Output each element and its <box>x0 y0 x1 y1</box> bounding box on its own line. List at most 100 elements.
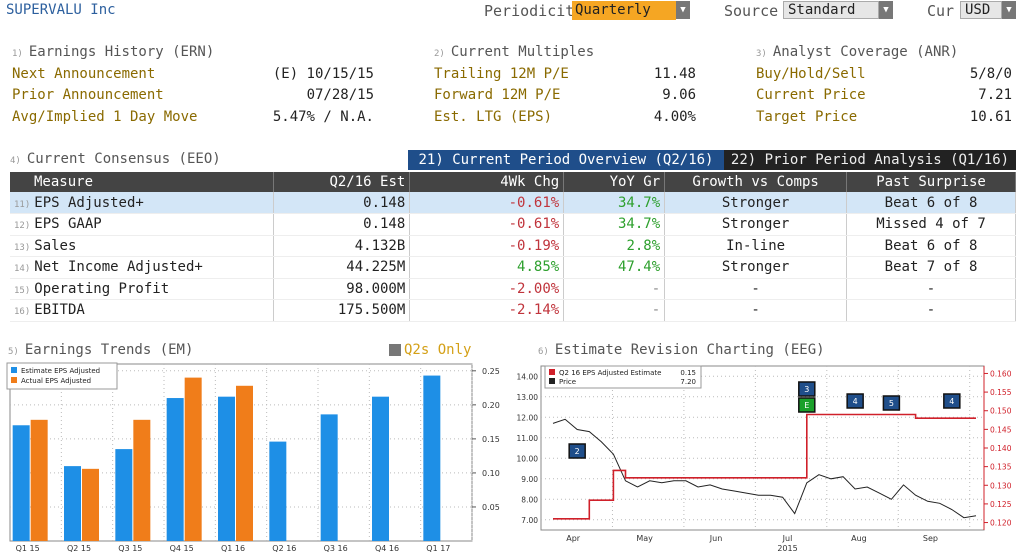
y-right-tick-label: 0.140 <box>990 444 1012 453</box>
cell-growth: Stronger <box>664 256 848 279</box>
target-price-label: Target Price <box>756 109 858 125</box>
legend-label: Actual EPS Adjusted <box>21 377 91 385</box>
forward-pe-label: Forward 12M P/E <box>434 87 561 103</box>
cell-chg: -2.00% <box>409 278 565 300</box>
currency-select[interactable]: USD ▼ <box>960 1 1016 19</box>
bar-actual <box>133 419 151 541</box>
cell-surprise: - <box>846 299 1016 322</box>
cell-chg: 4.85% <box>409 256 565 279</box>
chevron-down-icon[interactable]: ▼ <box>676 1 690 19</box>
tab-prior-period[interactable]: 22) Prior Period Analysis (Q1/16) <box>724 150 1016 170</box>
analyst-coverage-title[interactable]: 3) Analyst Coverage (ANR) <box>756 44 959 60</box>
buy-hold-sell-value: 5/8/0 <box>969 66 1012 82</box>
checkbox-icon[interactable] <box>389 344 401 356</box>
table-row[interactable]: 12) EPS GAAP 0.148 -0.61% 34.7% Stronger Misse… <box>10 213 1016 236</box>
cell-growth: Stronger <box>664 192 848 214</box>
bar-actual <box>236 385 253 541</box>
legend-value: 0.15 <box>680 369 696 377</box>
col-chg[interactable]: 4Wk Chg <box>409 172 565 192</box>
cell-measure: 12) EPS GAAP <box>10 213 275 236</box>
y-left-tick-label: 8.00 <box>521 495 538 504</box>
q2s-only-toggle[interactable]: Q2s Only <box>389 342 471 358</box>
col-growth[interactable]: Growth vs Comps <box>664 172 848 192</box>
cell-est: 4.132B <box>273 235 411 257</box>
revision-title[interactable]: 6) Estimate Revision Charting (EEG) <box>538 342 825 358</box>
current-multiples-title[interactable]: 2) Current Multiples <box>434 44 595 60</box>
bar-estimate <box>372 396 389 541</box>
bar-estimate <box>64 466 81 541</box>
revision-marker <box>798 381 816 397</box>
y-right-tick-label: 0.120 <box>990 519 1012 528</box>
x-tick-label: Q2 16 <box>272 544 296 553</box>
col-measure[interactable]: Measure <box>10 172 275 192</box>
cell-surprise: Beat 6 of 8 <box>846 235 1016 257</box>
bar-estimate <box>269 441 287 541</box>
col-est[interactable]: Q2/16 Est <box>273 172 411 192</box>
table-row[interactable]: 15) Operating Profit 98.000M -2.00% - - - <box>10 278 1016 300</box>
x-tick-label: Apr <box>566 534 581 543</box>
current-price-label: Current Price <box>756 87 866 103</box>
bar-actual <box>82 468 99 541</box>
y-left-tick-label: 11.00 <box>517 434 539 443</box>
est-ltg-label: Est. LTG (EPS) <box>434 109 553 125</box>
x-tick-label: Aug <box>851 534 867 543</box>
cell-growth: Stronger <box>664 213 848 236</box>
x-tick-label: May <box>636 534 653 543</box>
chevron-down-icon[interactable]: ▼ <box>1002 1 1016 19</box>
bar-estimate <box>320 414 338 541</box>
series-estimate <box>553 413 976 520</box>
target-price-value: 10.61 <box>969 109 1012 125</box>
table-row[interactable]: 11) EPS Adjusted+ 0.148 -0.61% 34.7% Stronger… <box>10 192 1016 214</box>
estimate-revision-chart: 7.00 8.00 9.00 10.00 11.00 12.00 13.00 14.00 0.1… <box>517 365 1012 553</box>
legend-label: Estimate EPS Adjusted <box>21 367 100 375</box>
est-ltg-value: 4.00% <box>653 109 696 125</box>
cell-measure: 16) EBITDA <box>10 299 275 322</box>
bar-estimate <box>166 398 184 541</box>
cell-yoy: 34.7% <box>563 213 666 236</box>
source-select[interactable]: Standard ▼ <box>783 1 893 19</box>
y-left-tick-label: 14.00 <box>517 372 539 381</box>
cell-chg: -0.19% <box>409 235 565 257</box>
col-surprise[interactable]: Past Surprise <box>846 172 1016 192</box>
legend-label: Price <box>559 378 576 386</box>
table-row[interactable]: 13) Sales 4.132B -0.19% 2.8% In-line Beat 6 of… <box>10 235 1016 257</box>
trailing-pe-value: 11.48 <box>653 66 696 82</box>
cell-yoy: 34.7% <box>563 192 666 214</box>
table-header: Measure Q2/16 Est 4Wk Chg YoY Gr Growth … <box>10 172 1016 192</box>
prior-announcement-label: Prior Announcement <box>12 87 164 103</box>
table-row[interactable]: 16) EBITDA 175.500M -2.14% - - - <box>10 299 1016 322</box>
earnings-trends-title[interactable]: 5) Earnings Trends (EM) <box>8 342 194 358</box>
cell-growth: - <box>664 299 848 322</box>
legend-label: Q2 16 EPS Adjusted Estimate <box>559 369 661 377</box>
chevron-down-icon[interactable]: ▼ <box>879 1 893 19</box>
col-yoy[interactable]: YoY Gr <box>563 172 666 192</box>
current-price-value: 7.21 <box>978 87 1012 103</box>
table-row[interactable]: 14) Net Income Adjusted+ 44.225M 4.85% 47.4%… <box>10 256 1016 279</box>
revision-marker-label: 2 <box>575 447 580 456</box>
cell-growth: In-line <box>664 235 848 257</box>
earnings-history-title[interactable]: 1) Earnings History (ERN) <box>12 44 215 60</box>
x-tick-label: Q4 16 <box>375 544 399 553</box>
x-tick-label: Jul <box>782 534 793 543</box>
bar-actual <box>30 419 48 541</box>
y-tick-label: 0.10 <box>482 469 500 478</box>
y-right-tick-label: 0.150 <box>990 407 1012 416</box>
consensus-table: Measure Q2/16 Est 4Wk Chg YoY Gr Growth … <box>10 172 1016 322</box>
legend-value: 7.20 <box>680 378 696 386</box>
y-right-tick-label: 0.130 <box>990 481 1012 490</box>
plot-area <box>540 365 985 531</box>
cell-growth: - <box>664 278 848 300</box>
tab-current-period[interactable]: 21) Current Period Overview (Q2/16) <box>408 150 724 170</box>
cell-measure: 11) EPS Adjusted+ <box>10 192 275 214</box>
company-name: SUPERVALU Inc <box>6 2 116 18</box>
periodicity-select[interactable]: Quarterly ▼ <box>572 1 690 20</box>
consensus-title[interactable]: 4) Current Consensus (EEO) <box>10 151 221 167</box>
legend-swatch <box>549 378 555 384</box>
revision-marker <box>798 397 816 413</box>
periodicity-label: Periodicity <box>484 2 584 20</box>
x-tick-label: Q1 15 <box>16 544 40 553</box>
legend <box>544 365 702 389</box>
trailing-pe-label: Trailing 12M P/E <box>434 66 569 82</box>
prior-announcement-value: 07/28/15 <box>306 87 374 103</box>
revision-marker <box>882 395 901 411</box>
